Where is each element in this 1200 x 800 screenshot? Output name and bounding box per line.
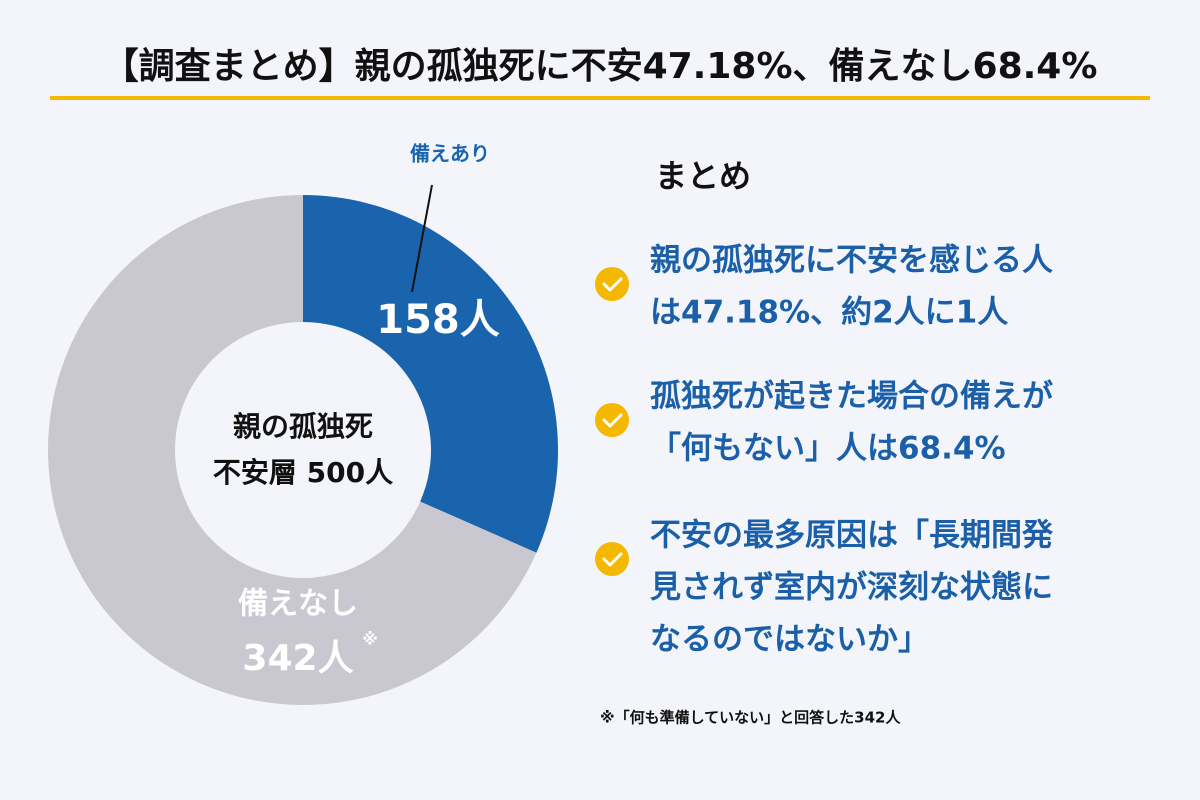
donut-slice — [48, 195, 537, 705]
check-mark — [602, 413, 623, 428]
chart-title: 【調査まとめ】親の孤独死に不安47.18%、備えなし68.4% — [103, 46, 1098, 87]
check-mark — [602, 552, 623, 567]
center-label: 不安層 500人 — [213, 456, 393, 489]
value-label: 342人 — [242, 638, 353, 679]
summary-text: 「何もない」人は68.4% — [650, 431, 1006, 467]
leader-line — [411, 184, 433, 293]
summary-text: なるのではないか」 — [650, 622, 929, 658]
check-icon — [595, 403, 629, 437]
value-label-note: ※ — [362, 630, 378, 649]
check-icon — [595, 542, 629, 576]
donut-slice — [303, 195, 558, 553]
check-mark — [602, 277, 623, 292]
category-label: 備えあり — [410, 142, 490, 166]
summary-text: 親の孤独死に不安を感じる人 — [650, 243, 1053, 279]
check-icon — [595, 267, 629, 301]
summary-heading: まとめ — [655, 157, 751, 195]
summary-text: 見されず室内が深刻な状態に — [650, 570, 1053, 606]
summary-text: は47.18%、約2人に1人 — [650, 295, 1008, 331]
summary-text: 孤独死が起きた場合の備えが — [650, 379, 1053, 415]
summary-text: 不安の最多原因は「長期間発 — [650, 518, 1054, 554]
value-label: 158人 — [376, 297, 500, 343]
center-label: 親の孤独死 — [233, 410, 373, 443]
title-underline — [50, 96, 1150, 100]
category-label: 備えなし — [238, 587, 358, 622]
footnote: ※「何も準備していない」と回答した342人 — [600, 709, 901, 727]
